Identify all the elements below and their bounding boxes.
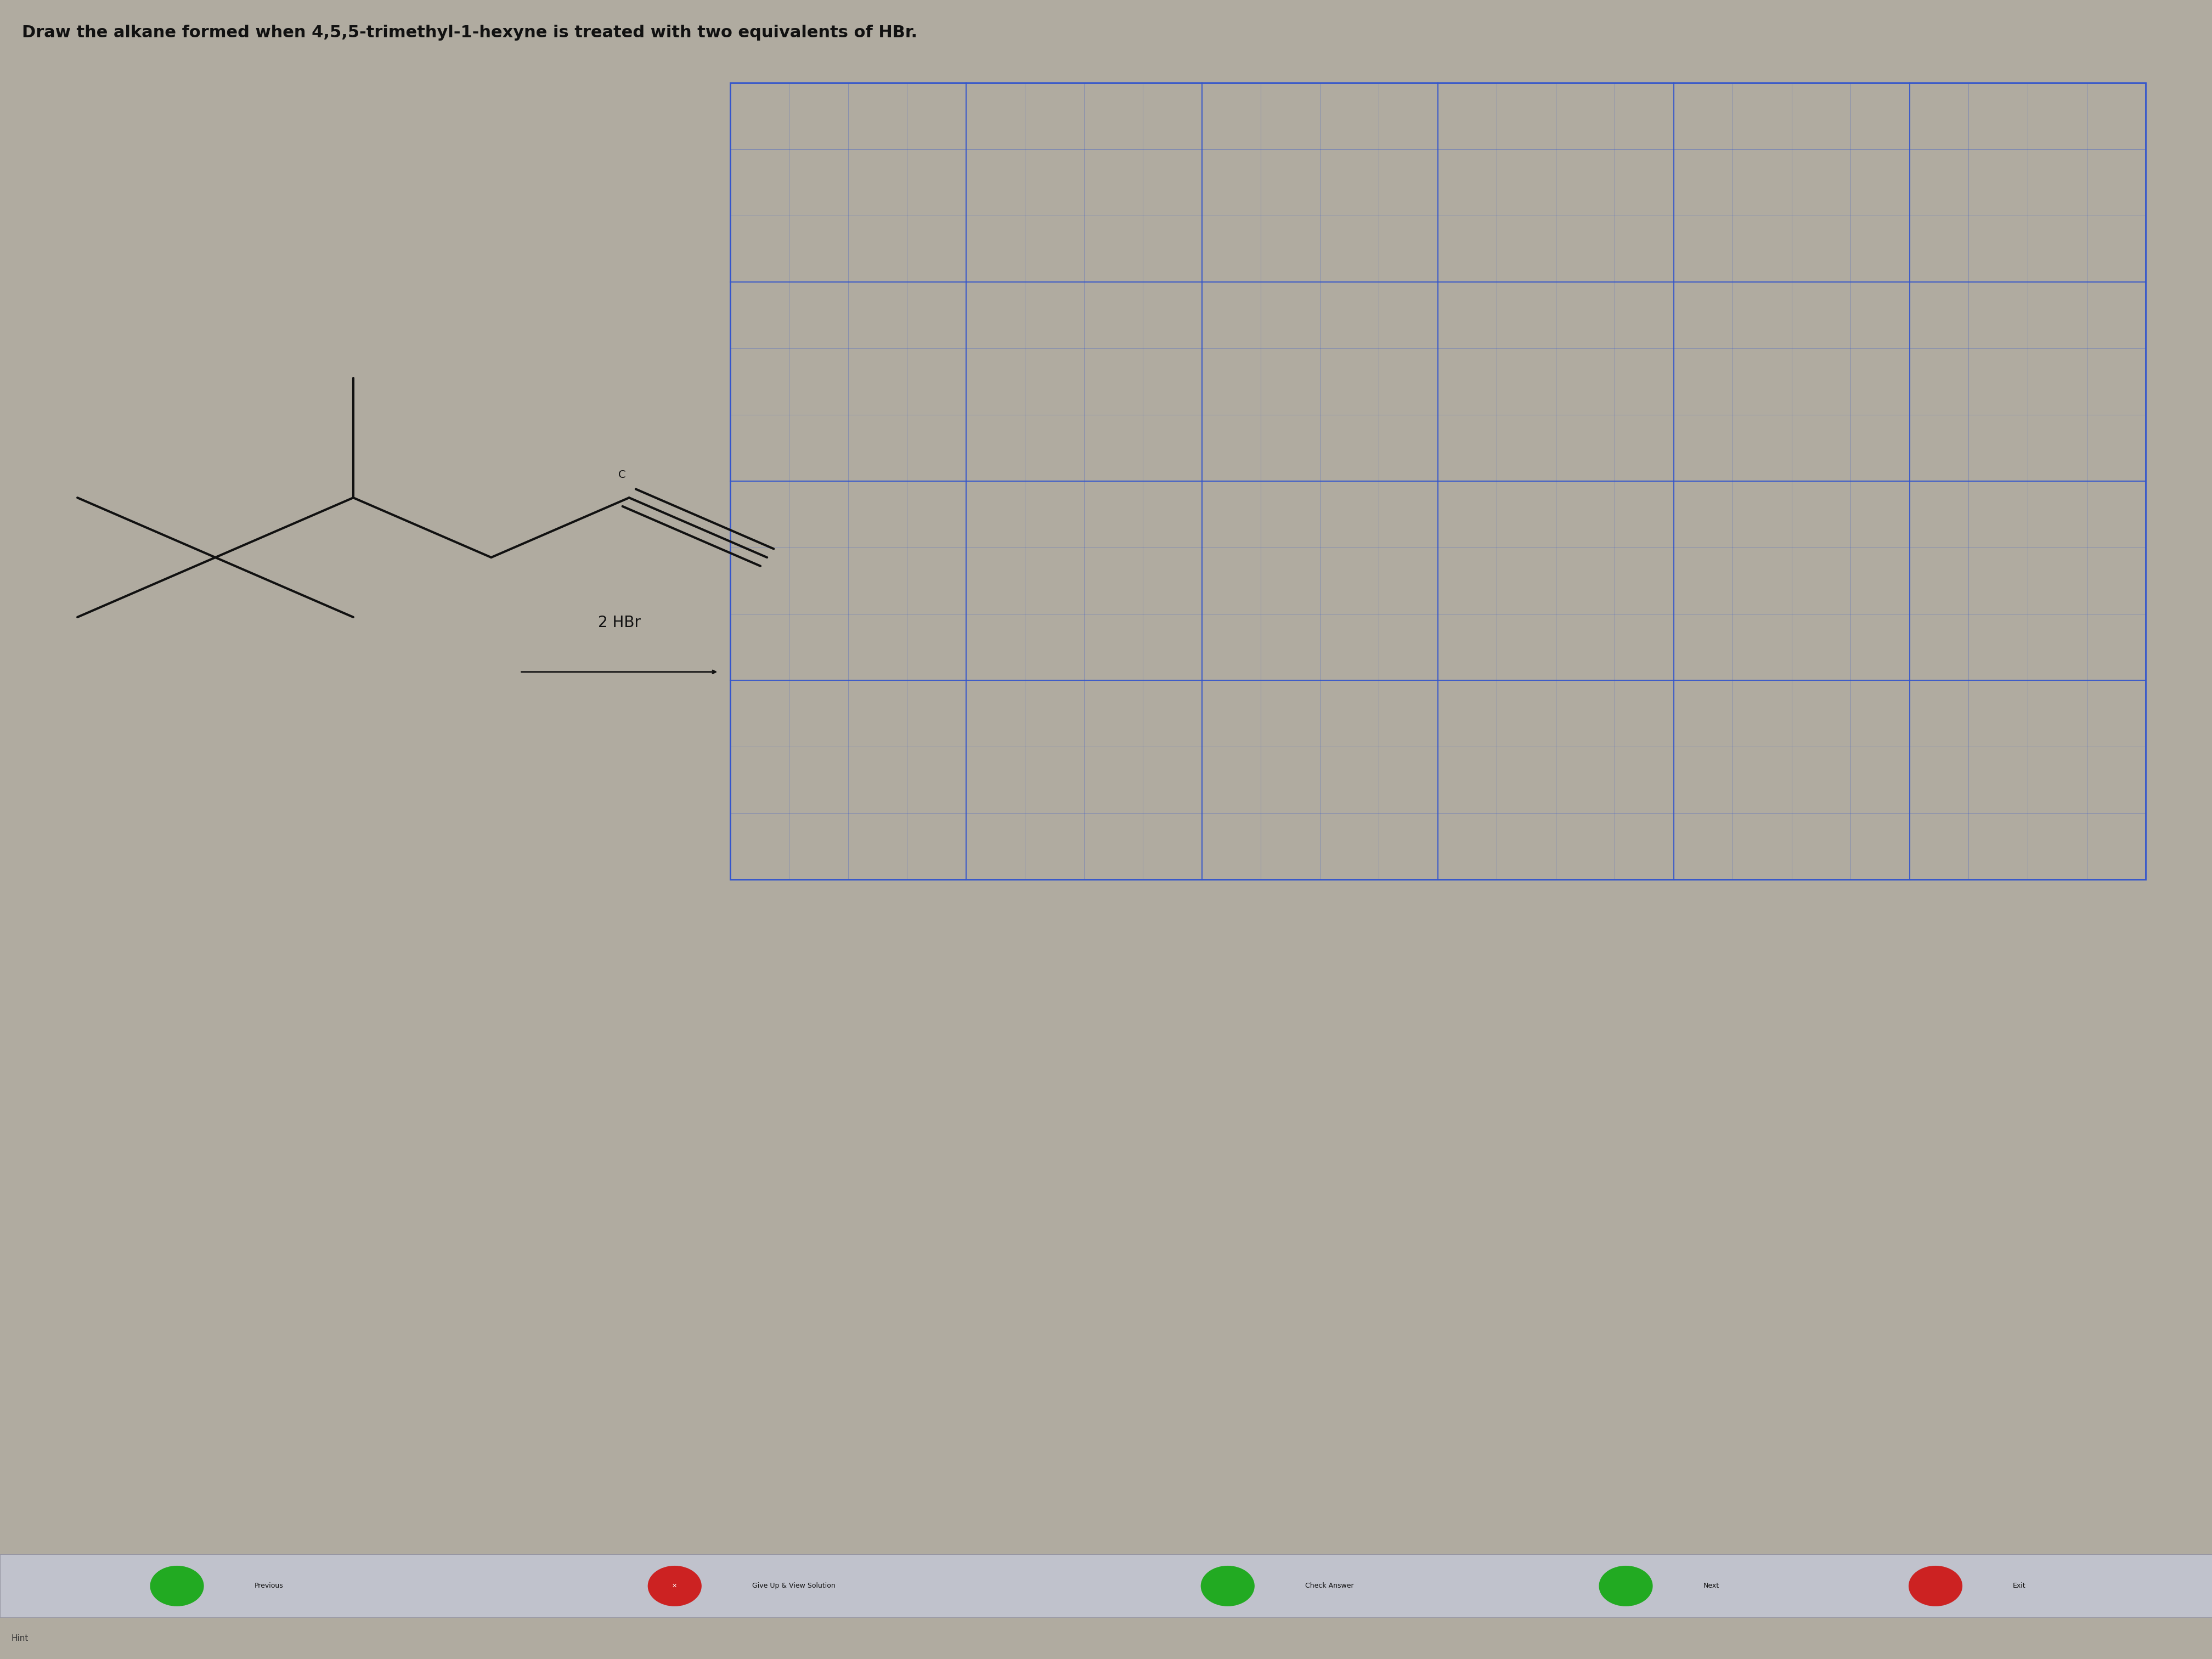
Circle shape [1599, 1566, 1652, 1606]
Text: Draw the alkane formed when 4,5,5-trimethyl-1-hexyne is treated with two equival: Draw the alkane formed when 4,5,5-trimet… [22, 25, 918, 41]
Circle shape [1909, 1566, 1962, 1606]
Text: ✕: ✕ [672, 1583, 677, 1589]
Text: 2 HBr: 2 HBr [597, 615, 641, 630]
Circle shape [648, 1566, 701, 1606]
Bar [730, 83, 2146, 879]
Circle shape [1201, 1566, 1254, 1606]
Text: Give Up & View Solution: Give Up & View Solution [752, 1583, 836, 1589]
Text: C: C [617, 469, 626, 479]
Text: Exit: Exit [2013, 1583, 2026, 1589]
Text: Check Answer: Check Answer [1305, 1583, 1354, 1589]
Text: Previous: Previous [254, 1583, 283, 1589]
Text: Hint: Hint [11, 1634, 29, 1642]
Circle shape [150, 1566, 204, 1606]
Bar [0, 1554, 2212, 1618]
Text: Next: Next [1703, 1583, 1719, 1589]
